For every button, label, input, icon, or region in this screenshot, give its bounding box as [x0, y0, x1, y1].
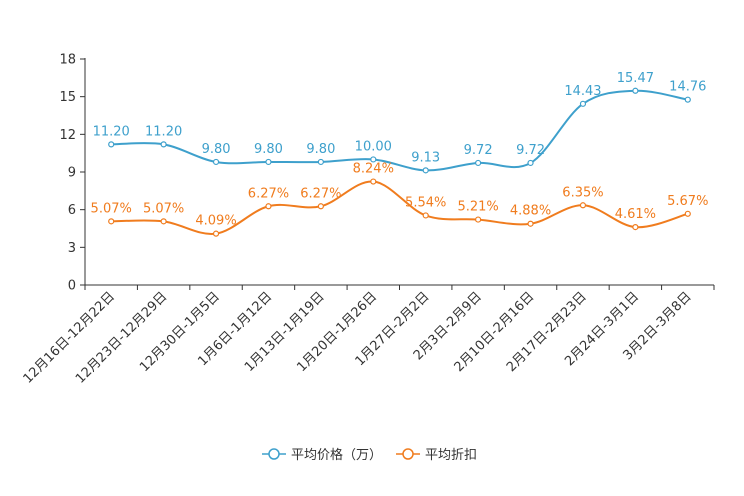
data-point	[317, 203, 324, 210]
data-point	[212, 230, 220, 237]
data-point	[108, 141, 115, 148]
data-label: 4.88%	[510, 204, 551, 219]
y-tick-label: 18	[59, 53, 76, 68]
y-tick-label: 12	[59, 128, 76, 143]
chart-axes: 036912151812月16日-12月22日12月23日-12月29日12月3…	[21, 53, 715, 387]
y-tick-label: 6	[68, 203, 76, 218]
data-label: 14.43	[564, 84, 601, 99]
data-label: 15.47	[617, 71, 654, 86]
x-tick-label: 12月16日-12月22日	[21, 289, 118, 386]
data-point	[475, 216, 482, 223]
data-label: 14.76	[669, 80, 706, 95]
data-point	[108, 218, 115, 225]
data-label: 5.54%	[405, 195, 446, 210]
legend-item-2: 平均折扣	[396, 448, 477, 463]
data-label: 9.13	[411, 150, 440, 165]
data-point	[422, 167, 429, 174]
data-label: 6.27%	[300, 186, 341, 201]
legend-marker	[268, 448, 280, 460]
x-tick-label: 12月23日-12月29日	[73, 289, 170, 386]
data-label: 8.24%	[353, 162, 394, 177]
data-point	[370, 178, 377, 185]
data-label: 4.09%	[195, 214, 236, 229]
data-point	[632, 87, 639, 94]
data-label: 11.20	[145, 124, 182, 139]
series-line	[111, 180, 689, 235]
data-point	[265, 203, 272, 210]
y-tick-label: 15	[59, 90, 76, 105]
data-point	[370, 156, 377, 163]
legend-label: 平均价格（万）	[291, 447, 382, 463]
series-2: 5.07% 5.07% 4.09% 6.27% 6.27% 8.24% 5.54% 5.21%…	[91, 162, 708, 237]
data-label: 5.07%	[143, 201, 184, 216]
data-label: 9.80	[202, 142, 231, 157]
data-label: 11.20	[93, 124, 130, 139]
data-label: 5.67%	[667, 194, 708, 209]
y-tick-label: 9	[68, 166, 76, 181]
data-label: 9.80	[254, 142, 283, 157]
chart-legend: 平均价格（万） 平均折扣	[262, 447, 477, 463]
legend-marker	[402, 448, 414, 460]
data-point	[684, 210, 691, 217]
series-layer: 11.20 11.20 9.80 9.80 9.80 10.00 9.13 9.72 9.72 1…	[91, 71, 708, 237]
data-label: 5.07%	[91, 201, 132, 216]
data-point	[475, 159, 482, 167]
data-point	[632, 224, 639, 231]
data-point	[579, 202, 587, 209]
data-label: 9.72	[516, 143, 545, 158]
data-label: 10.00	[355, 139, 392, 154]
data-point	[422, 212, 429, 219]
y-tick-label: 0	[68, 279, 76, 294]
data-point	[579, 100, 587, 107]
data-point	[317, 158, 324, 166]
series-1: 11.20 11.20 9.80 9.80 9.80 10.00 9.13 9.72 9.72 1…	[93, 71, 706, 174]
data-point	[265, 158, 272, 166]
data-label: 5.21%	[457, 200, 498, 215]
data-point	[527, 159, 534, 167]
legend-item-1: 平均价格（万）	[262, 447, 382, 463]
legend-label: 平均折扣	[425, 448, 477, 463]
data-point	[684, 96, 691, 103]
data-point	[160, 218, 167, 225]
data-label: 4.61%	[615, 207, 656, 222]
data-point	[527, 220, 534, 227]
data-point	[212, 158, 220, 166]
y-tick-label: 3	[68, 241, 76, 256]
data-label: 9.80	[306, 142, 335, 157]
data-point	[160, 141, 167, 148]
data-label: 6.27%	[248, 186, 289, 201]
data-label: 9.72	[464, 143, 493, 158]
series-line	[111, 89, 688, 172]
data-label: 6.35%	[562, 185, 603, 200]
